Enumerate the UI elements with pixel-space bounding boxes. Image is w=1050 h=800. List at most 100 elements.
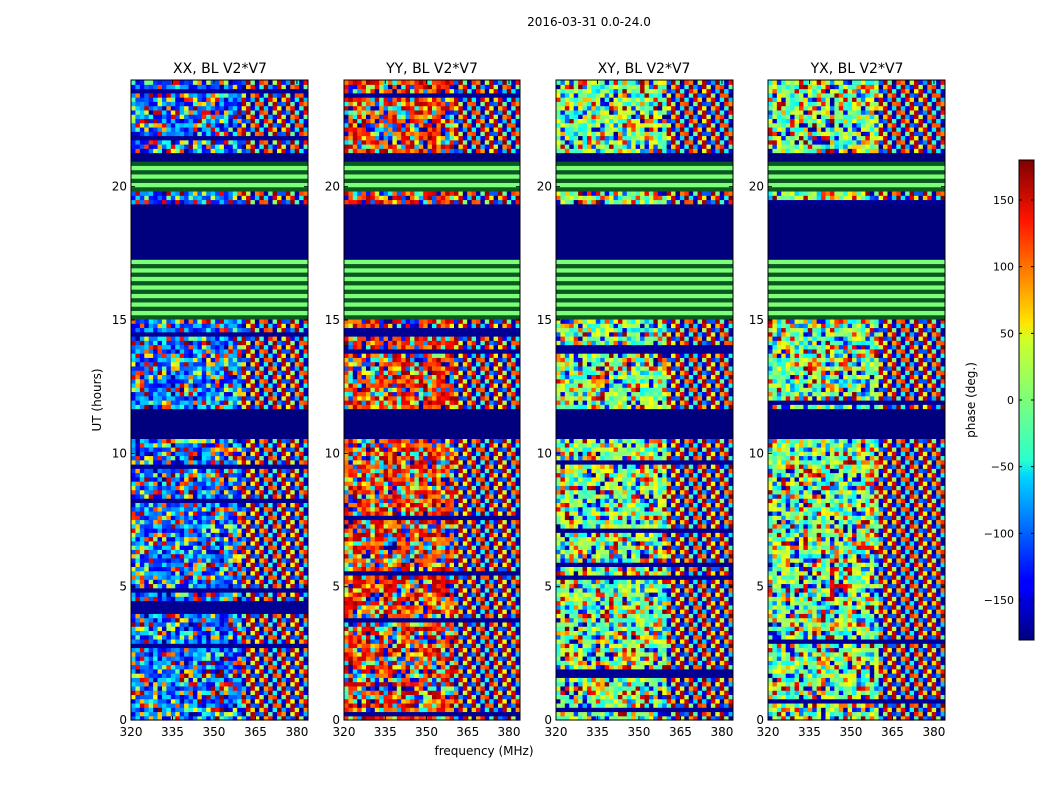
- heatmap-cell: [396, 715, 402, 721]
- heatmap-cell: [153, 485, 159, 491]
- heatmap-cell: [259, 382, 265, 388]
- heatmap-cell: [281, 707, 287, 713]
- heatmap-cell: [157, 318, 163, 324]
- heatmap-cell: [215, 455, 220, 461]
- heatmap-cell: [294, 468, 300, 474]
- heatmap-cell: [268, 549, 274, 555]
- heatmap-cell: [436, 651, 442, 657]
- heatmap-cell: [299, 656, 305, 661]
- heatmap-cell: [219, 361, 225, 367]
- heatmap-cell: [277, 122, 282, 128]
- heatmap-cell: [228, 647, 234, 653]
- heatmap-cell: [299, 80, 305, 85]
- heatmap-cell: [144, 353, 150, 358]
- heatmap-cell: [294, 626, 300, 631]
- heatmap-cell: [179, 101, 185, 107]
- heatmap-cell: [237, 114, 243, 119]
- heatmap-cell: [281, 643, 287, 649]
- heatmap-cell: [148, 519, 154, 525]
- heatmap-cell: [228, 190, 234, 196]
- heatmap-cell: [188, 668, 194, 674]
- heatmap-cell: [268, 327, 274, 333]
- heatmap-cell: [157, 664, 163, 670]
- heatmap-cell: [219, 190, 225, 196]
- heatmap-cell: [166, 139, 172, 145]
- heatmap-cell: [139, 617, 145, 623]
- heatmap-cell: [166, 715, 172, 721]
- heatmap-cell: [401, 681, 407, 687]
- heatmap-cell: [493, 694, 499, 700]
- heatmap-cell: [206, 643, 212, 649]
- heatmap-cell: [237, 660, 243, 666]
- heatmap-cell: [294, 199, 300, 205]
- heatmap-cell: [268, 711, 274, 717]
- heatmap-cell: [281, 481, 287, 486]
- heatmap-cell: [268, 498, 274, 503]
- heatmap-cell: [241, 88, 247, 94]
- heatmap-cell: [188, 506, 194, 512]
- heatmap-cell: [166, 122, 172, 128]
- heatmap-cell: [139, 566, 145, 572]
- heatmap-cell: [357, 681, 363, 687]
- heatmap-cell: [254, 404, 260, 410]
- heatmap-cell: [144, 199, 150, 205]
- heatmap-cell: [281, 348, 287, 354]
- heatmap-cell: [515, 664, 521, 670]
- heatmap-cell: [272, 638, 278, 644]
- heatmap-cell: [166, 656, 172, 661]
- heatmap-cell: [467, 664, 473, 670]
- heatmap-cell: [277, 404, 282, 410]
- heatmap-cell: [454, 664, 459, 670]
- heatmap-cell: [303, 545, 309, 550]
- heatmap-cell: [290, 101, 296, 107]
- heatmap-cell: [241, 476, 247, 482]
- heatmap-cell: [290, 613, 296, 619]
- heatmap-cell: [237, 668, 243, 674]
- heatmap-cell: [144, 566, 150, 572]
- heatmap-cell: [259, 459, 265, 465]
- heatmap-cell: [179, 592, 185, 597]
- heatmap-cell: [131, 438, 136, 444]
- heatmap-cell: [294, 677, 300, 683]
- heatmap-cell: [259, 331, 265, 337]
- heatmap-cell: [166, 370, 172, 375]
- heatmap-cell: [192, 515, 198, 521]
- heatmap-cell: [135, 523, 141, 529]
- heatmap-cell: [148, 80, 154, 85]
- heatmap-cell: [294, 139, 300, 145]
- heatmap-cell: [197, 139, 203, 145]
- heatmap-cell: [480, 656, 486, 661]
- heatmap-cell: [241, 506, 247, 512]
- heatmap-cell: [161, 485, 167, 491]
- heatmap-cell: [223, 502, 229, 508]
- heatmap-cell: [166, 357, 172, 363]
- heatmap-cell: [263, 536, 269, 542]
- heatmap-cell: [153, 331, 159, 337]
- heatmap-cell: [272, 395, 278, 401]
- heatmap-cell: [405, 715, 411, 721]
- heatmap-cell: [166, 114, 172, 119]
- heatmap-cell: [259, 668, 265, 674]
- heatmap-cell: [471, 698, 477, 704]
- heatmap-cell: [153, 468, 159, 474]
- heatmap-cell: [201, 690, 207, 695]
- heatmap-cell: [175, 638, 181, 644]
- heatmap-cell: [206, 323, 212, 329]
- heatmap-cell: [192, 135, 198, 141]
- heatmap-cell: [272, 84, 278, 90]
- heatmap-cell: [161, 630, 167, 636]
- heatmap-cell: [414, 698, 420, 704]
- heatmap-cell: [290, 562, 296, 567]
- heatmap-cell: [223, 365, 229, 371]
- heatmap-cell: [277, 609, 282, 614]
- heatmap-cell: [436, 664, 442, 670]
- heatmap-cell: [179, 88, 185, 94]
- heatmap-cell: [241, 114, 247, 119]
- heatmap-cell: [223, 532, 229, 538]
- heatmap-cell: [259, 139, 265, 145]
- heatmap-cell: [232, 318, 238, 324]
- heatmap-cell: [467, 681, 473, 687]
- heatmap-cell: [131, 673, 136, 678]
- heatmap-cell: [144, 400, 150, 405]
- heatmap-cell: [259, 105, 265, 111]
